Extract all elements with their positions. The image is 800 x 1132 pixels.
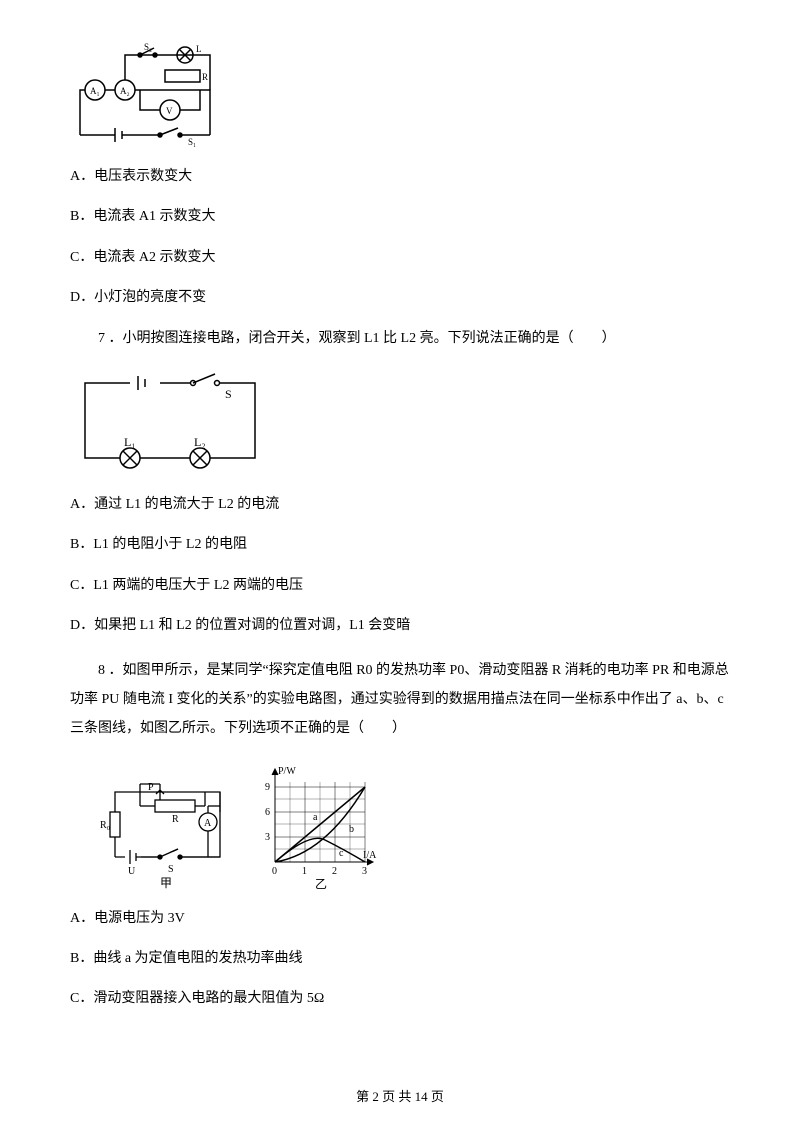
svg-text:A: A bbox=[204, 818, 212, 829]
svg-text:R: R bbox=[172, 814, 179, 825]
svg-text:V: V bbox=[166, 106, 173, 116]
q7-text: 7 ．小明按图连接电路，闭合开关，观察到 L1 比 L2 亮。下列说法正确的是（… bbox=[70, 328, 730, 350]
svg-text:乙: 乙 bbox=[315, 877, 327, 891]
svg-text:6: 6 bbox=[265, 807, 270, 818]
q6-option-d: D．小灯泡的亮度不变 bbox=[70, 287, 730, 309]
q7-option-d: D．如果把 L1 和 L2 的位置对调的位置对调，L1 会变暗 bbox=[70, 615, 730, 637]
q8-option-a: A．电源电压为 3V bbox=[70, 908, 730, 930]
svg-text:L₂: L₂ bbox=[194, 435, 206, 449]
q7-option-a: A．通过 L1 的电流大于 L2 的电流 bbox=[70, 494, 730, 516]
svg-text:R₀: R₀ bbox=[100, 820, 111, 831]
page-footer: 第 2 页 共 14 页 bbox=[0, 1087, 800, 1108]
svg-text:0: 0 bbox=[272, 866, 277, 877]
svg-text:b: b bbox=[349, 824, 354, 835]
svg-text:S₂: S₂ bbox=[144, 42, 152, 52]
svg-text:S: S bbox=[225, 387, 232, 401]
q8-option-c: C．滑动变阻器接入电路的最大阻值为 5Ω bbox=[70, 988, 730, 1010]
q6-circuit: S₂ L R A₁ A₂ V S₁ bbox=[70, 40, 730, 150]
svg-text:甲: 甲 bbox=[160, 876, 172, 890]
q8-figures: P R A R₀ U S 甲 P/ bbox=[100, 762, 730, 892]
svg-text:U: U bbox=[128, 866, 136, 877]
svg-text:c: c bbox=[339, 848, 344, 859]
svg-text:2: 2 bbox=[332, 866, 337, 877]
q6-option-c: C．电流表 A2 示数变大 bbox=[70, 247, 730, 269]
svg-text:A₁: A₁ bbox=[90, 86, 100, 96]
svg-text:S: S bbox=[168, 864, 174, 875]
q6-option-a: A．电压表示数变大 bbox=[70, 166, 730, 188]
svg-text:9: 9 bbox=[265, 782, 270, 793]
svg-text:L: L bbox=[196, 44, 202, 54]
q7-circuit: S L₁ L₂ bbox=[70, 368, 730, 478]
q7-option-c: C．L1 两端的电压大于 L2 两端的电压 bbox=[70, 575, 730, 597]
q6-option-b: B．电流表 A1 示数变大 bbox=[70, 206, 730, 228]
q7-option-b: B．L1 的电阻小于 L2 的电阻 bbox=[70, 534, 730, 556]
svg-text:S₁: S₁ bbox=[188, 137, 196, 147]
q8-option-b: B．曲线 a 为定值电阻的发热功率曲线 bbox=[70, 948, 730, 970]
svg-text:L₁: L₁ bbox=[124, 435, 136, 449]
svg-text:P/W: P/W bbox=[278, 766, 296, 777]
svg-text:1: 1 bbox=[302, 866, 307, 877]
q8-text: 8 ．如图甲所示，是某同学“探究定值电阻 R0 的发热功率 P0、滑动变阻器 R… bbox=[70, 656, 730, 744]
svg-text:A₂: A₂ bbox=[120, 86, 130, 96]
svg-text:3: 3 bbox=[265, 832, 270, 843]
svg-text:a: a bbox=[313, 812, 318, 823]
svg-text:3: 3 bbox=[362, 866, 367, 877]
svg-text:R: R bbox=[202, 72, 208, 82]
